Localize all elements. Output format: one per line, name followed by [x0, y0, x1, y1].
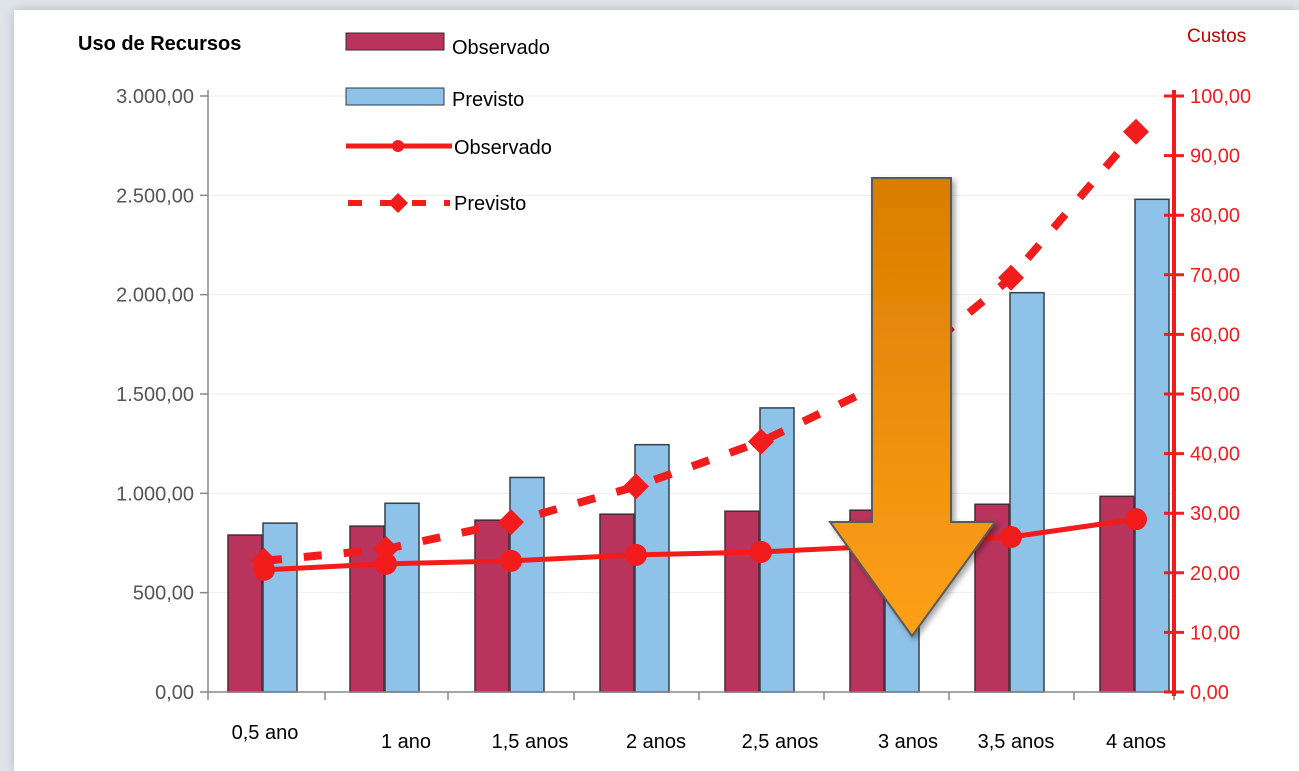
legend-label-bar-observado: Observado	[452, 37, 550, 59]
series-line-previsto-dashed	[263, 129, 1140, 565]
point-line-observado-3	[625, 543, 647, 566]
bar-observado-7	[1099, 495, 1135, 693]
left-tick-label: 0,00	[155, 682, 194, 704]
point-line-observado-7	[1125, 508, 1147, 531]
point-line-previsto-4	[748, 428, 774, 455]
right-tick-label: 60,00	[1190, 324, 1240, 346]
point-line-observado-1	[375, 552, 397, 575]
bar-previsto-7	[1134, 198, 1170, 693]
category-label: 0,5 ano	[232, 722, 299, 744]
right-tick-label: 90,00	[1190, 146, 1240, 168]
legend-swatch-bar-observado	[345, 32, 445, 51]
right-tick-label: 40,00	[1190, 444, 1240, 466]
bar-observado-2	[474, 519, 510, 693]
right-tick-label: 10,00	[1190, 622, 1240, 644]
category-label: 3,5 anos	[978, 731, 1055, 753]
category-label: 1 ano	[381, 731, 431, 753]
bar-previsto-0	[262, 522, 298, 693]
point-line-previsto-0	[251, 547, 277, 574]
legend-label-line-observado: Observado	[454, 137, 552, 159]
left-tick-label: 3.000,00	[116, 86, 194, 108]
right-tick-label: 0,00	[1190, 682, 1229, 704]
legend-label-line-previsto: Previsto	[454, 193, 526, 215]
category-label: 2,5 anos	[742, 731, 819, 753]
left-tick-label: 1.500,00	[116, 384, 194, 406]
category-label: 3 anos	[878, 731, 938, 753]
point-line-observado-6	[1000, 526, 1022, 549]
down-arrow-annotation	[828, 177, 997, 638]
bar-previsto-1	[384, 502, 420, 693]
bar-observado-3	[599, 513, 635, 693]
chart-svg: 0,00 500,00 1.000,00 1.500,00 2.000,00 2.500,…	[78, 26, 1251, 753]
point-line-observado-2	[500, 549, 522, 572]
chart-panel: 0,00 500,00 1.000,00 1.500,00 2.000,00 2.500,…	[14, 10, 1299, 771]
legend: Observado Previsto Observado Previsto	[345, 32, 552, 215]
category-label: 4 anos	[1106, 731, 1166, 753]
right-tick-label: 100,00	[1190, 86, 1251, 108]
left-tick-label: 2.000,00	[116, 285, 194, 307]
right-tick-label: 30,00	[1190, 503, 1240, 525]
category-label: 2 anos	[626, 731, 686, 753]
bar-observado-4	[724, 510, 760, 693]
left-axis-title: Uso de Recursos	[78, 33, 241, 55]
point-line-previsto-6	[998, 264, 1024, 291]
bar-previsto-6	[1009, 291, 1045, 693]
legend-label-bar-previsto: Previsto	[452, 89, 524, 111]
point-line-previsto-7	[1123, 118, 1149, 145]
left-tick-label: 2.500,00	[116, 185, 194, 207]
point-line-previsto-3	[623, 473, 649, 500]
right-axis-title: Custos	[1187, 26, 1246, 47]
left-tick-label: 1.000,00	[116, 483, 194, 505]
point-line-observado-4	[750, 540, 772, 563]
right-tick-label: 80,00	[1190, 205, 1240, 227]
point-line-previsto-2	[498, 509, 524, 536]
legend-swatch-bar-previsto	[345, 87, 445, 106]
category-label: 1,5 anos	[492, 731, 569, 753]
series-line-observado-solid	[263, 516, 1137, 573]
right-tick-label: 50,00	[1190, 384, 1240, 406]
left-tick-label: 500,00	[133, 583, 194, 605]
legend-marker-line-previsto	[388, 193, 408, 213]
bar-previsto-2	[509, 476, 545, 693]
right-tick-label: 70,00	[1190, 265, 1240, 287]
right-tick-label: 20,00	[1190, 563, 1240, 585]
point-line-previsto-1	[373, 535, 399, 562]
legend-marker-line-observado	[392, 140, 404, 152]
